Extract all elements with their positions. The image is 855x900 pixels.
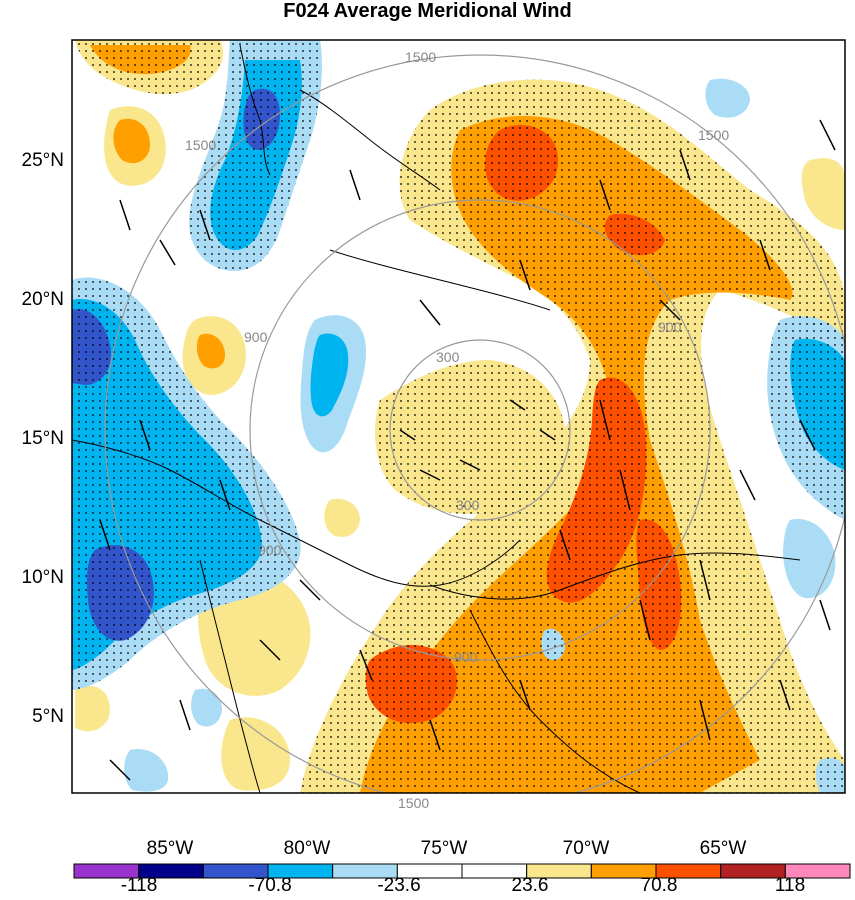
lat-label: 5°N — [32, 706, 64, 727]
significance-stipple — [72, 40, 845, 793]
range-ring-label: 1500 — [405, 49, 436, 65]
lat-label: 25°N — [22, 150, 64, 171]
range-ring-label: 900 — [454, 649, 478, 665]
lat-label: 20°N — [22, 289, 64, 310]
latitude-labels: 25°N 20°N 15°N 10°N 5°N — [22, 150, 64, 727]
lon-label: 70°W — [563, 838, 610, 859]
colorbar-label: 70.8 — [641, 875, 678, 896]
lat-label: 15°N — [22, 428, 64, 449]
lat-label: 10°N — [22, 567, 64, 588]
range-ring-label: 900 — [658, 319, 682, 335]
range-ring-label: 300 — [456, 497, 480, 513]
map-frame — [71, 39, 846, 794]
map-title: F024 Average Meridional Wind — [283, 0, 572, 22]
colorbar-label: -118 — [121, 875, 158, 896]
lon-label: 80°W — [284, 838, 331, 859]
colorbar-swatch — [784, 863, 851, 879]
colorbar-label: 23.6 — [512, 875, 549, 896]
colorbar-label: -70.8 — [248, 875, 291, 896]
colorbar-label: 118 — [775, 875, 805, 896]
colorbar — [73, 863, 851, 879]
range-rings — [104, 54, 845, 793]
range-ring-label: 1500 — [398, 795, 429, 811]
range-ring-labels: 300 300 900 900 900 900 1500 1500 1500 1… — [185, 49, 729, 811]
range-ring-label: 1500 — [185, 137, 216, 153]
lon-label: 75°W — [421, 838, 468, 859]
wind-barbs — [99, 119, 836, 781]
colorbar-labels: -118 -70.8 -23.6 23.6 70.8 118 — [121, 875, 805, 896]
map-plot-area — [72, 40, 845, 793]
coastlines — [72, 44, 801, 793]
lon-label: 85°W — [147, 838, 194, 859]
range-ring-label: 900 — [258, 542, 282, 558]
range-ring-label: 300 — [436, 349, 460, 365]
range-ring-label: 900 — [244, 329, 268, 345]
lon-label: 65°W — [700, 838, 747, 859]
colorbar-label: -23.6 — [377, 875, 420, 896]
longitude-labels: 85°W 80°W 75°W 70°W 65°W — [147, 838, 747, 859]
range-ring-label: 1500 — [698, 127, 729, 143]
